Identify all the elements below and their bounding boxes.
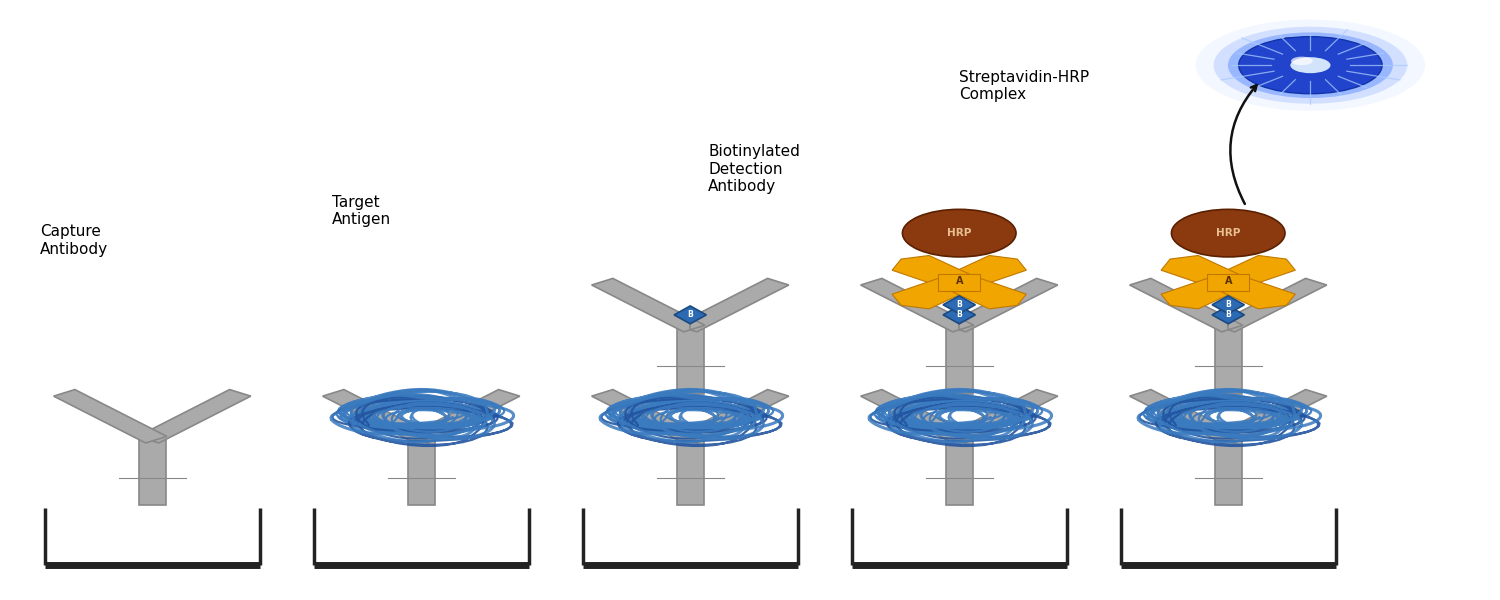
Polygon shape <box>1208 274 1249 290</box>
Text: B: B <box>957 300 962 309</box>
Text: B: B <box>687 310 693 319</box>
Polygon shape <box>1130 389 1244 443</box>
Polygon shape <box>675 278 789 332</box>
Polygon shape <box>939 274 980 290</box>
Ellipse shape <box>903 209 1016 257</box>
Polygon shape <box>861 389 974 443</box>
Text: HRP: HRP <box>946 228 972 238</box>
Text: TMB: TMB <box>1286 37 1318 52</box>
Polygon shape <box>1215 329 1242 394</box>
Polygon shape <box>1214 276 1296 309</box>
Text: Target
Antigen: Target Antigen <box>332 194 390 227</box>
Polygon shape <box>892 256 974 288</box>
Polygon shape <box>406 389 520 443</box>
Polygon shape <box>944 306 975 324</box>
Polygon shape <box>676 329 703 394</box>
Polygon shape <box>945 276 1026 309</box>
Polygon shape <box>1214 389 1328 443</box>
Text: B: B <box>1226 300 1232 309</box>
Ellipse shape <box>1172 209 1286 257</box>
Circle shape <box>1214 26 1407 104</box>
Polygon shape <box>1214 256 1296 288</box>
Text: Streptavidin-HRP
Complex: Streptavidin-HRP Complex <box>958 70 1089 102</box>
Polygon shape <box>1161 276 1244 309</box>
Circle shape <box>1292 56 1312 65</box>
Polygon shape <box>140 440 165 505</box>
Text: A: A <box>1224 275 1232 286</box>
Polygon shape <box>1212 306 1245 324</box>
Polygon shape <box>946 440 972 505</box>
Polygon shape <box>408 440 435 505</box>
Circle shape <box>1242 38 1378 92</box>
Polygon shape <box>591 389 705 443</box>
Polygon shape <box>591 278 705 332</box>
Circle shape <box>1228 32 1394 98</box>
Polygon shape <box>1130 278 1244 332</box>
Circle shape <box>1196 20 1425 111</box>
Polygon shape <box>1212 296 1245 314</box>
Polygon shape <box>138 389 250 443</box>
Polygon shape <box>1214 278 1328 332</box>
Polygon shape <box>892 276 974 309</box>
Circle shape <box>1290 57 1330 73</box>
Polygon shape <box>54 389 166 443</box>
Text: Capture
Antibody: Capture Antibody <box>40 224 108 257</box>
Polygon shape <box>945 278 1058 332</box>
Polygon shape <box>945 256 1026 288</box>
Polygon shape <box>861 278 974 332</box>
Circle shape <box>1254 43 1366 88</box>
Polygon shape <box>322 389 436 443</box>
Text: HRP: HRP <box>1216 228 1240 238</box>
Polygon shape <box>674 306 706 324</box>
Text: B: B <box>957 310 962 319</box>
Polygon shape <box>944 296 975 314</box>
Text: Biotinylated
Detection
Antibody: Biotinylated Detection Antibody <box>708 145 800 194</box>
Circle shape <box>1239 37 1382 94</box>
Polygon shape <box>676 440 703 505</box>
Polygon shape <box>1161 256 1244 288</box>
Polygon shape <box>1215 440 1242 505</box>
Text: B: B <box>1226 310 1232 319</box>
Polygon shape <box>675 389 789 443</box>
Text: TMB: TMB <box>1286 37 1318 52</box>
Polygon shape <box>945 389 1058 443</box>
Polygon shape <box>946 329 972 394</box>
Text: A: A <box>956 275 963 286</box>
